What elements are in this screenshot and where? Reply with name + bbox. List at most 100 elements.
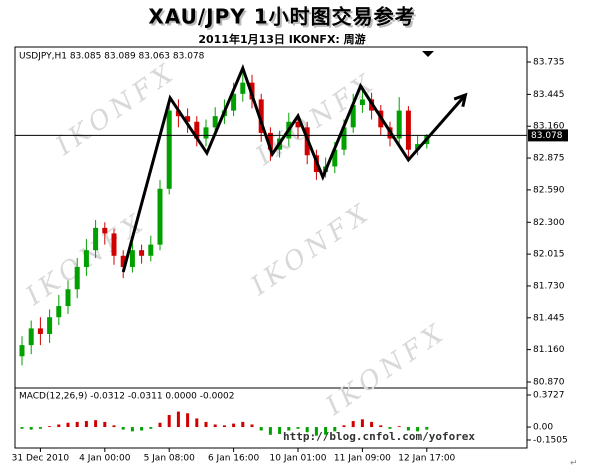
trend-line	[121, 63, 467, 273]
candle-body	[157, 188, 163, 245]
x-tick-label: 4 Jan 00:00	[79, 454, 131, 464]
candle-body	[93, 227, 99, 251]
candle-body	[37, 328, 43, 334]
macd-bar	[195, 418, 199, 428]
macd-label: MACD(12,26,9) -0.0312 -0.0311 0.0000 -0.…	[19, 392, 235, 402]
macd-bar	[360, 419, 364, 428]
macd-bar	[342, 425, 346, 428]
candle-body	[415, 144, 421, 150]
macd-bar	[222, 425, 226, 428]
macd-bar	[186, 413, 190, 428]
candle-body	[258, 99, 264, 133]
macd-tick-label: 0.00	[533, 423, 553, 433]
y-tick-label: 81.445	[533, 313, 565, 323]
macd-bar	[176, 411, 180, 428]
candle-body	[148, 244, 154, 256]
macd-bar	[94, 420, 98, 428]
candle-body	[47, 317, 53, 334]
candle-body	[129, 250, 135, 267]
candle-body	[359, 99, 365, 106]
y-tick-label: 82.875	[533, 154, 565, 164]
candle-body	[74, 266, 80, 290]
candle-body	[175, 110, 181, 117]
macd-bar	[84, 421, 88, 428]
candle-body	[56, 306, 62, 318]
candle-body	[185, 116, 191, 122]
macd-bar	[75, 421, 79, 428]
source-url: http://blog.cnfol.com/yoforex	[283, 430, 475, 443]
macd-bar	[112, 425, 116, 428]
header-label: USDJPY,H1 83.085 83.089 83.063 83.078	[19, 52, 205, 62]
macd-bar	[48, 426, 52, 428]
last-price-box	[528, 129, 568, 142]
y-tick-label: 80.870	[533, 378, 565, 388]
macd-tick-label: 0.3727	[533, 391, 565, 401]
candle-body	[267, 132, 273, 150]
macd-bar	[241, 421, 245, 428]
macd-bar	[370, 421, 374, 428]
candle-body	[102, 227, 108, 234]
candle-body	[405, 110, 411, 150]
candle-body	[350, 105, 356, 128]
x-tick-label: 31 Dec 2010	[12, 454, 70, 464]
x-tick-label: 6 Jan 16:00	[208, 454, 260, 464]
macd-bar	[158, 422, 162, 428]
candle-body	[166, 110, 172, 189]
macd-bar	[103, 421, 107, 428]
candle-body	[28, 328, 34, 346]
candle-body	[396, 110, 402, 139]
macd-bar	[278, 427, 282, 434]
candle-body	[212, 116, 218, 128]
macd-bar	[397, 426, 401, 428]
x-tick-label: 10 Jan 01:00	[270, 454, 327, 464]
candle-body	[139, 250, 145, 256]
macd-bar	[406, 427, 410, 431]
macd-bar	[204, 421, 208, 428]
y-tick-label: 83.735	[533, 58, 565, 68]
candle-body	[120, 255, 126, 267]
macd-bar	[324, 427, 328, 435]
last-price-label: 83.078	[531, 131, 563, 141]
candle-body	[295, 121, 301, 128]
macd-bar	[333, 427, 337, 432]
marker	[422, 51, 434, 57]
macd-bar	[20, 427, 24, 429]
x-tick-label: 5 Jan 08:00	[144, 454, 196, 464]
y-tick-label: 82.015	[533, 250, 565, 260]
macd-bar	[268, 427, 272, 435]
y-tick-label: 82.300	[533, 218, 565, 228]
macd-bar	[149, 427, 153, 429]
macd-bar	[29, 427, 33, 430]
y-tick-label: 81.160	[533, 345, 565, 355]
return-mark: ↵	[570, 459, 578, 469]
candle-body	[194, 121, 200, 139]
macd-bar	[416, 427, 420, 432]
y-tick-label: 82.590	[533, 185, 565, 195]
x-tick-label: 11 Jan 09:00	[334, 454, 391, 464]
candle-body	[341, 127, 347, 150]
chart-title: XAU/JPY 1小时图交易参考	[148, 5, 415, 29]
macd-bar	[425, 427, 429, 430]
macd-bar	[140, 427, 144, 431]
macd-bar	[130, 427, 134, 432]
macd-bar	[38, 427, 42, 429]
candle-body	[203, 127, 209, 139]
y-tick-label: 83.445	[533, 90, 565, 100]
chart-title-shadow: XAU/JPY 1小时图交易参考	[150, 7, 417, 31]
macd-bar	[167, 415, 171, 428]
candle-body	[240, 82, 246, 94]
macd-tick-label: -0.1505	[533, 436, 568, 446]
macd-bar	[213, 424, 217, 428]
candle-body	[332, 149, 338, 167]
macd-bar	[351, 421, 355, 428]
macd-pane	[14, 387, 528, 449]
candle-body	[19, 345, 25, 357]
macd-bar	[287, 427, 291, 431]
macd-bar	[314, 427, 318, 436]
trend-arrowhead	[453, 92, 468, 107]
macd-bar	[232, 423, 236, 428]
macd-bar	[250, 424, 254, 428]
candle-body	[65, 289, 71, 307]
macd-bar	[259, 427, 263, 431]
